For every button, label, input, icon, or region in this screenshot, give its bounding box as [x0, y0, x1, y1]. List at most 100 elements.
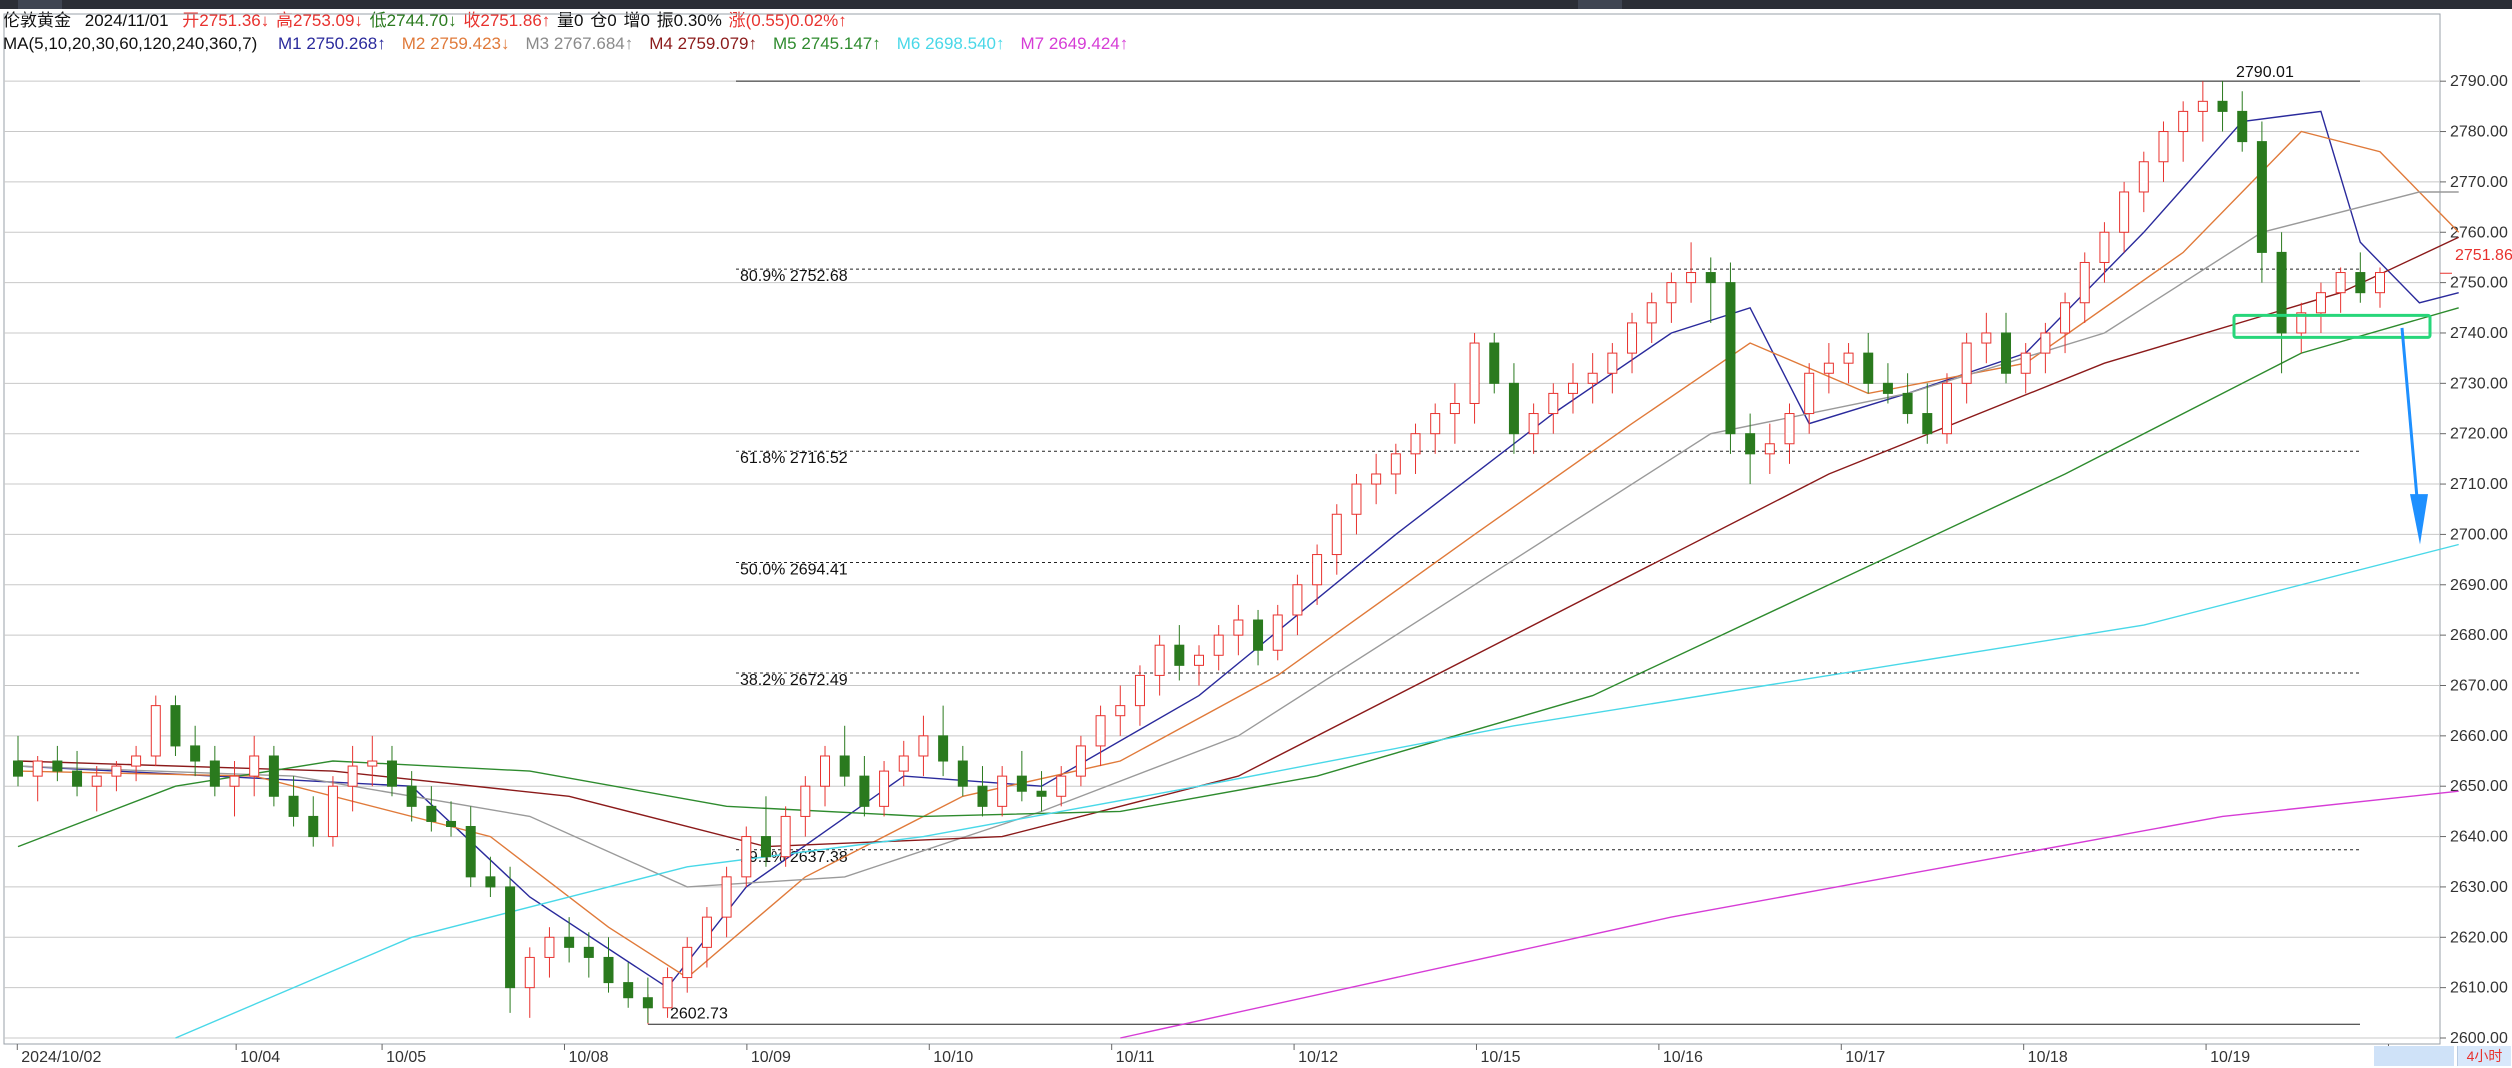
candle-body [249, 755, 260, 777]
y-tick-label: 2780.00 [2450, 124, 2508, 141]
ma-value-3: M3 2767.684↑ [525, 34, 634, 53]
candle-body [1390, 453, 1401, 475]
candle-body [131, 755, 142, 767]
candle-body [623, 982, 634, 999]
candle-body [1961, 342, 1972, 384]
fib-label: 50.0% 2694.41 [740, 562, 848, 579]
candle-body [938, 735, 949, 762]
candle-body [1154, 644, 1165, 676]
y-tick-label: 2680.00 [2450, 627, 2508, 644]
ma-line-m6 [175, 543, 2459, 1039]
candle-body [780, 815, 791, 858]
candle-body [1843, 352, 1854, 364]
candle-body [1430, 413, 1441, 435]
candle-body [406, 785, 417, 807]
candle-body [1213, 634, 1224, 656]
candle-body [1075, 745, 1086, 777]
candle-body [1745, 433, 1756, 455]
candle-body [957, 760, 968, 787]
candle-body [2296, 312, 2307, 334]
quote-date: 2024/11/01 [84, 11, 169, 30]
y-tick-label: 2710.00 [2450, 476, 2508, 493]
candle-body [2040, 332, 2051, 354]
candle-body [1627, 322, 1638, 354]
candle-body [1292, 584, 1303, 616]
x-tick-label: 10/05 [386, 1049, 426, 1066]
candle-body [426, 805, 437, 822]
y-tick-label: 2700.00 [2450, 526, 2508, 543]
fib-label: 80.9% 2752.68 [740, 268, 848, 285]
candle-body [918, 735, 929, 757]
candle-body [1686, 272, 1697, 284]
y-tick-label: 2640.00 [2450, 829, 2508, 846]
candle-body [52, 760, 63, 772]
ma-line: MA(5,10,20,30,60,120,240,360,7) M1 2750.… [3, 33, 1153, 55]
y-tick-label: 2770.00 [2450, 174, 2508, 191]
candle-body [91, 775, 102, 787]
candle-body [1548, 392, 1559, 415]
x-tick-label: 10/15 [1480, 1049, 1520, 1066]
y-tick-label: 2740.00 [2450, 325, 2508, 342]
y-tick-label: 2650.00 [2450, 778, 2508, 795]
candle-body [662, 977, 673, 1009]
candle-body [1134, 674, 1145, 707]
candle-body [721, 876, 732, 918]
ma-value-5: M5 2745.147↑ [772, 34, 881, 53]
candle-body [1804, 372, 1815, 415]
candle-body [2020, 352, 2031, 374]
candle-body [446, 820, 457, 827]
candle-body [741, 836, 752, 878]
y-tick-label: 2660.00 [2450, 728, 2508, 745]
period-scroll-area[interactable] [2374, 1046, 2454, 1066]
candle-body [1725, 282, 1736, 435]
symbol-name: 伦敦黄金 [3, 11, 71, 30]
candle-body [2178, 110, 2189, 133]
candle-body [2138, 161, 2149, 193]
candle-body [642, 997, 653, 1009]
candle-body [1784, 413, 1795, 445]
period-selector[interactable]: 4小时 [2457, 1046, 2511, 1066]
candle-body [760, 836, 771, 858]
candle-body [347, 765, 358, 787]
candle-body [465, 825, 476, 878]
candle-body [583, 946, 594, 958]
candle-body [2099, 231, 2110, 263]
ma-params: MA(5,10,20,30,60,120,240,360,7) [3, 34, 258, 53]
high-label: 2790.01 [2236, 64, 2294, 81]
toolbar-tab-1[interactable] [18, 0, 62, 9]
candle-body [1312, 554, 1323, 586]
candle-body [1666, 282, 1677, 304]
candle-body [1823, 362, 1834, 374]
candle-body [190, 745, 201, 762]
amplitude: 振0.30% [656, 11, 722, 30]
toolbar-tab-2[interactable] [1578, 0, 1622, 9]
y-tick-label: 2610.00 [2450, 980, 2508, 997]
last-price-label: 2751.86 [2455, 247, 2512, 264]
candle-body [2355, 272, 2366, 294]
candle-body [1036, 790, 1047, 797]
candle-body [170, 705, 181, 747]
y-tick-label: 2600.00 [2450, 1030, 2508, 1047]
candle-body [839, 755, 850, 777]
candle-body [1056, 775, 1067, 797]
x-tick-label: 10/09 [751, 1049, 791, 1066]
candle-body [997, 775, 1008, 807]
candle-body [879, 770, 890, 807]
candle-body [2335, 272, 2346, 294]
x-tick-label: 10/08 [568, 1049, 608, 1066]
ma-line-m7 [1120, 790, 2459, 1039]
candle-body [268, 755, 279, 797]
candle-body [1567, 382, 1578, 394]
candle-body [1351, 483, 1362, 515]
y-tick-label: 2720.00 [2450, 426, 2508, 443]
candle-body [1607, 352, 1618, 374]
fib-label: 38.2% 2672.49 [740, 672, 848, 689]
x-tick-label: 2024/10/02 [21, 1049, 101, 1066]
ma-line-m5 [17, 307, 2459, 848]
candle-body [1331, 513, 1342, 556]
open-interest: 仓0 [590, 11, 617, 30]
candle-body [1922, 413, 1933, 435]
candle-body [1449, 402, 1460, 415]
candle-body [72, 770, 83, 787]
